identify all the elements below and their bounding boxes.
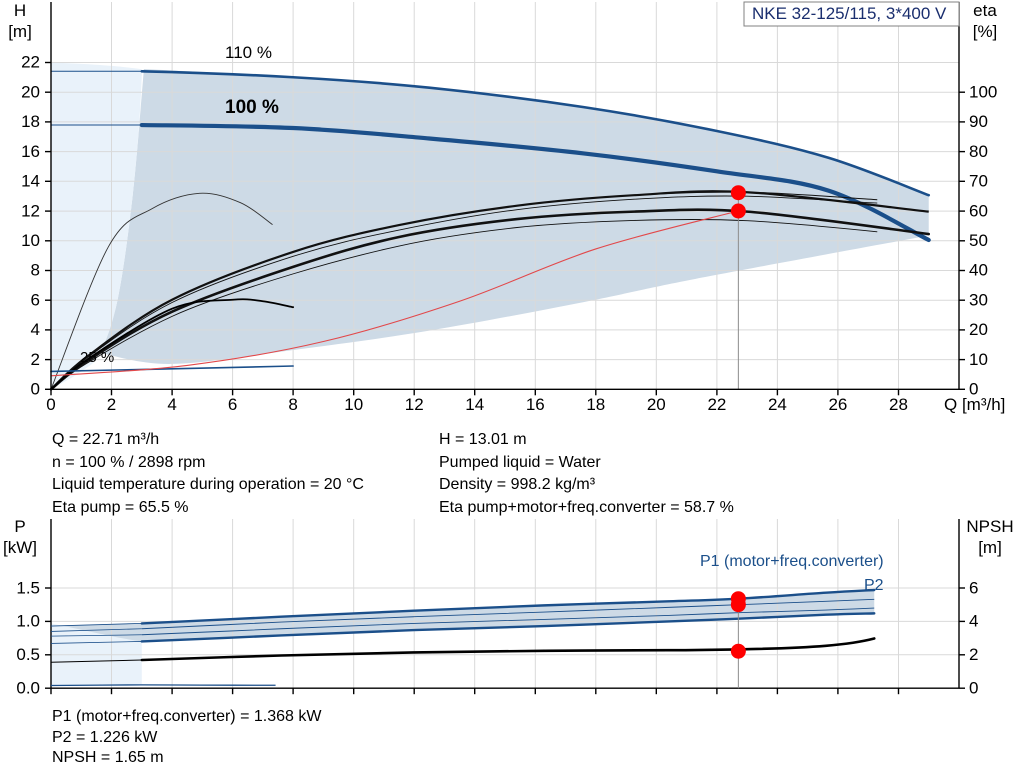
svg-text:12: 12 (21, 201, 40, 220)
svg-text:P: P (14, 519, 25, 536)
svg-text:30: 30 (969, 290, 988, 309)
svg-text:eta: eta (973, 1, 997, 20)
svg-text:4: 4 (31, 320, 40, 339)
svg-text:NKE 32-125/115, 3*400 V: NKE 32-125/115, 3*400 V (752, 4, 947, 23)
svg-text:100: 100 (969, 82, 997, 101)
svg-text:10: 10 (21, 231, 40, 250)
svg-text:[%]: [%] (973, 22, 998, 41)
svg-text:0.5: 0.5 (16, 645, 40, 664)
svg-text:6: 6 (969, 578, 978, 597)
svg-text:NPSH: NPSH (966, 519, 1013, 536)
svg-text:24: 24 (768, 395, 787, 414)
svg-text:4: 4 (167, 395, 176, 414)
svg-text:26: 26 (828, 395, 847, 414)
svg-text:80: 80 (969, 142, 988, 161)
svg-text:20: 20 (647, 395, 666, 414)
svg-text:[m]: [m] (978, 538, 1002, 557)
svg-text:8: 8 (288, 395, 297, 414)
svg-text:20: 20 (21, 82, 40, 101)
svg-text:100 %: 100 % (225, 97, 279, 118)
svg-text:0: 0 (46, 395, 55, 414)
svg-text:28: 28 (889, 395, 908, 414)
svg-text:110 %: 110 % (225, 43, 272, 62)
svg-text:16: 16 (21, 142, 40, 161)
svg-text:18: 18 (586, 395, 605, 414)
svg-text:16: 16 (526, 395, 545, 414)
svg-text:P1 (motor+freq.converter): P1 (motor+freq.converter) (700, 553, 884, 570)
svg-text:90: 90 (969, 112, 988, 131)
svg-text:22: 22 (707, 395, 726, 414)
svg-text:1.0: 1.0 (16, 612, 40, 631)
svg-text:0: 0 (969, 380, 978, 399)
svg-text:22: 22 (21, 53, 40, 72)
svg-text:60: 60 (969, 201, 988, 220)
svg-text:0: 0 (969, 679, 978, 698)
svg-text:25 %: 25 % (80, 349, 114, 366)
svg-text:70: 70 (969, 172, 988, 191)
svg-text:2: 2 (969, 645, 978, 664)
svg-text:1.5: 1.5 (16, 578, 40, 597)
svg-text:H: H (14, 1, 26, 20)
svg-text:2: 2 (31, 350, 40, 369)
svg-text:14: 14 (465, 395, 484, 414)
svg-text:[kW]: [kW] (3, 538, 37, 557)
svg-text:20: 20 (969, 320, 988, 339)
svg-text:[m]: [m] (8, 22, 32, 41)
svg-text:2: 2 (107, 395, 116, 414)
svg-text:10: 10 (969, 350, 988, 369)
svg-text:40: 40 (969, 261, 988, 280)
svg-text:50: 50 (969, 231, 988, 250)
svg-text:0.0: 0.0 (16, 679, 40, 698)
svg-text:6: 6 (31, 290, 40, 309)
svg-text:10: 10 (344, 395, 363, 414)
svg-text:P2: P2 (864, 577, 884, 594)
svg-text:0: 0 (31, 380, 40, 399)
svg-text:4: 4 (969, 612, 978, 631)
svg-text:8: 8 (31, 261, 40, 280)
svg-text:18: 18 (21, 112, 40, 131)
svg-text:12: 12 (405, 395, 424, 414)
svg-text:14: 14 (21, 172, 40, 191)
svg-text:6: 6 (228, 395, 237, 414)
